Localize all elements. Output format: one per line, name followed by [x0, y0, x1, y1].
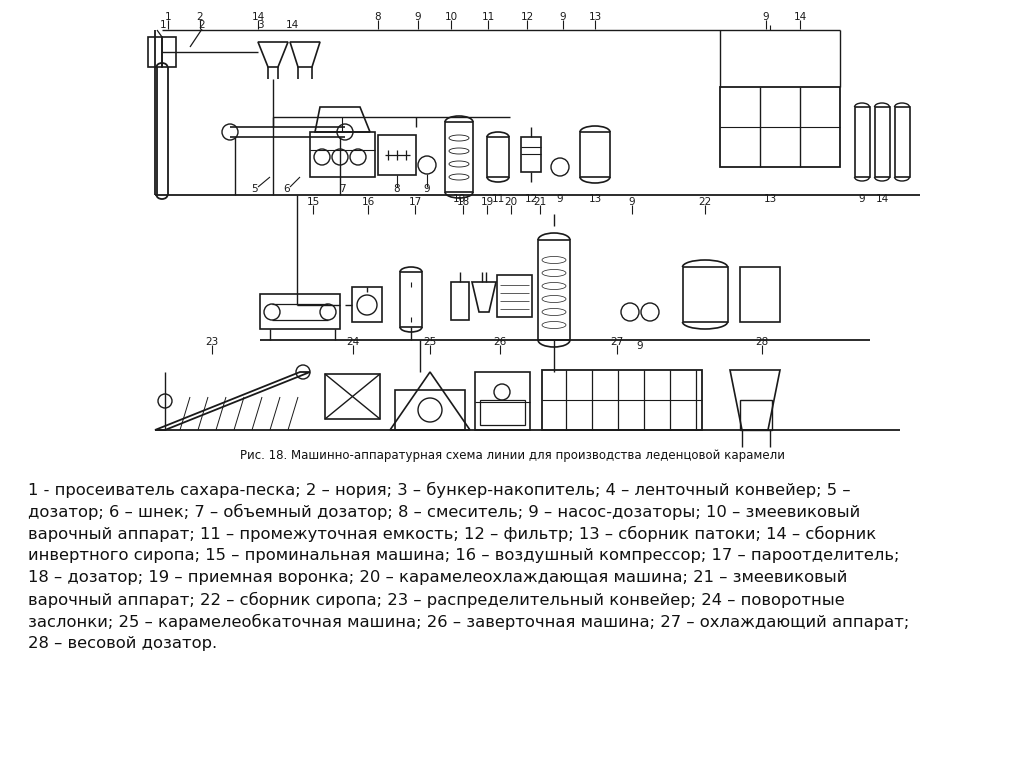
Text: 9: 9 [859, 194, 865, 204]
Bar [480, 400, 525, 425]
Bar [487, 137, 509, 177]
Text: 15: 15 [306, 197, 319, 207]
Text: 24: 24 [346, 337, 359, 347]
Text: 9: 9 [415, 12, 421, 22]
Text: Рис. 18. Машинно-аппаратурная схема линии для производства леденцовой карамели: Рис. 18. Машинно-аппаратурная схема лини… [240, 449, 784, 463]
Text: 9: 9 [557, 194, 563, 204]
Text: 5: 5 [252, 184, 258, 194]
Bar [895, 107, 910, 177]
Bar [475, 372, 530, 430]
Bar [325, 374, 380, 419]
Bar [310, 132, 375, 177]
Bar [400, 272, 422, 327]
Bar [740, 400, 772, 430]
Bar [352, 287, 382, 322]
Text: 25: 25 [423, 337, 436, 347]
Bar [378, 135, 416, 175]
Text: 22: 22 [698, 197, 712, 207]
Bar [451, 282, 469, 320]
Text: 28: 28 [756, 337, 769, 347]
Bar [580, 132, 610, 177]
Bar [542, 370, 702, 430]
Text: 9: 9 [637, 341, 643, 351]
Text: 9: 9 [560, 12, 566, 22]
Bar [521, 137, 541, 172]
Text: 19: 19 [480, 197, 494, 207]
Text: 18: 18 [457, 197, 470, 207]
Text: 11: 11 [481, 12, 495, 22]
Text: 8: 8 [393, 184, 400, 194]
Text: 1: 1 [160, 20, 166, 30]
Text: 26: 26 [494, 337, 507, 347]
Text: 6: 6 [284, 184, 291, 194]
Text: варочный аппарат; 11 – промежуточная емкость; 12 – фильтр; 13 – сборник патоки; : варочный аппарат; 11 – промежуточная емк… [28, 526, 877, 542]
Bar [855, 107, 870, 177]
Bar [720, 87, 840, 167]
Text: 10: 10 [453, 194, 466, 204]
Text: дозатор; 6 – шнек; 7 – объемный дозатор; 8 – смеситель; 9 – насос-дозаторы; 10 –: дозатор; 6 – шнек; 7 – объемный дозатор;… [28, 504, 860, 520]
Text: 2: 2 [197, 12, 204, 22]
Text: заслонки; 25 – карамелеобкаточная машина; 26 – заверточная машина; 27 – охлаждаю: заслонки; 25 – карамелеобкаточная машина… [28, 614, 909, 630]
Text: 20: 20 [505, 197, 517, 207]
Text: 12: 12 [524, 194, 538, 204]
Text: 9: 9 [629, 197, 635, 207]
Text: 13: 13 [763, 194, 776, 204]
Text: 21: 21 [534, 197, 547, 207]
Text: варочный аппарат; 22 – сборник сиропа; 23 – распределительный конвейер; 24 – пов: варочный аппарат; 22 – сборник сиропа; 2… [28, 592, 845, 608]
Text: 14: 14 [794, 12, 807, 22]
Text: 12: 12 [520, 12, 534, 22]
Text: 16: 16 [361, 197, 375, 207]
Text: 1 - просеиватель сахара-песка; 2 – нория; 3 – бункер-накопитель; 4 – ленточный к: 1 - просеиватель сахара-песка; 2 – нория… [28, 482, 851, 498]
Bar [445, 122, 473, 192]
Text: 13: 13 [589, 194, 602, 204]
Bar [874, 107, 890, 177]
Text: 13: 13 [589, 12, 602, 22]
Bar [740, 267, 780, 322]
Bar [683, 267, 728, 322]
Bar [260, 294, 340, 329]
Text: 14: 14 [251, 12, 264, 22]
Text: 10: 10 [444, 12, 458, 22]
Text: 14: 14 [876, 194, 889, 204]
Text: 9: 9 [424, 184, 430, 194]
Text: 9: 9 [763, 12, 769, 22]
Text: 23: 23 [206, 337, 219, 347]
Text: 14: 14 [286, 20, 299, 30]
Text: 11: 11 [492, 194, 505, 204]
Text: 3: 3 [257, 20, 263, 30]
Bar [497, 275, 532, 317]
Text: инвертного сиропа; 15 – проминальная машина; 16 – воздушный компрессор; 17 – пар: инвертного сиропа; 15 – проминальная маш… [28, 548, 899, 563]
Text: 1: 1 [165, 12, 171, 22]
Text: 2: 2 [199, 20, 206, 30]
Text: 28 – весовой дозатор.: 28 – весовой дозатор. [28, 636, 217, 651]
Bar [538, 240, 570, 340]
Text: 27: 27 [610, 337, 624, 347]
Text: 17: 17 [409, 197, 422, 207]
Text: 8: 8 [375, 12, 381, 22]
Text: 7: 7 [339, 184, 345, 194]
Bar [395, 390, 465, 430]
Text: 18 – дозатор; 19 – приемная воронка; 20 – карамелеохлаждающая машина; 21 – змеев: 18 – дозатор; 19 – приемная воронка; 20 … [28, 570, 848, 585]
